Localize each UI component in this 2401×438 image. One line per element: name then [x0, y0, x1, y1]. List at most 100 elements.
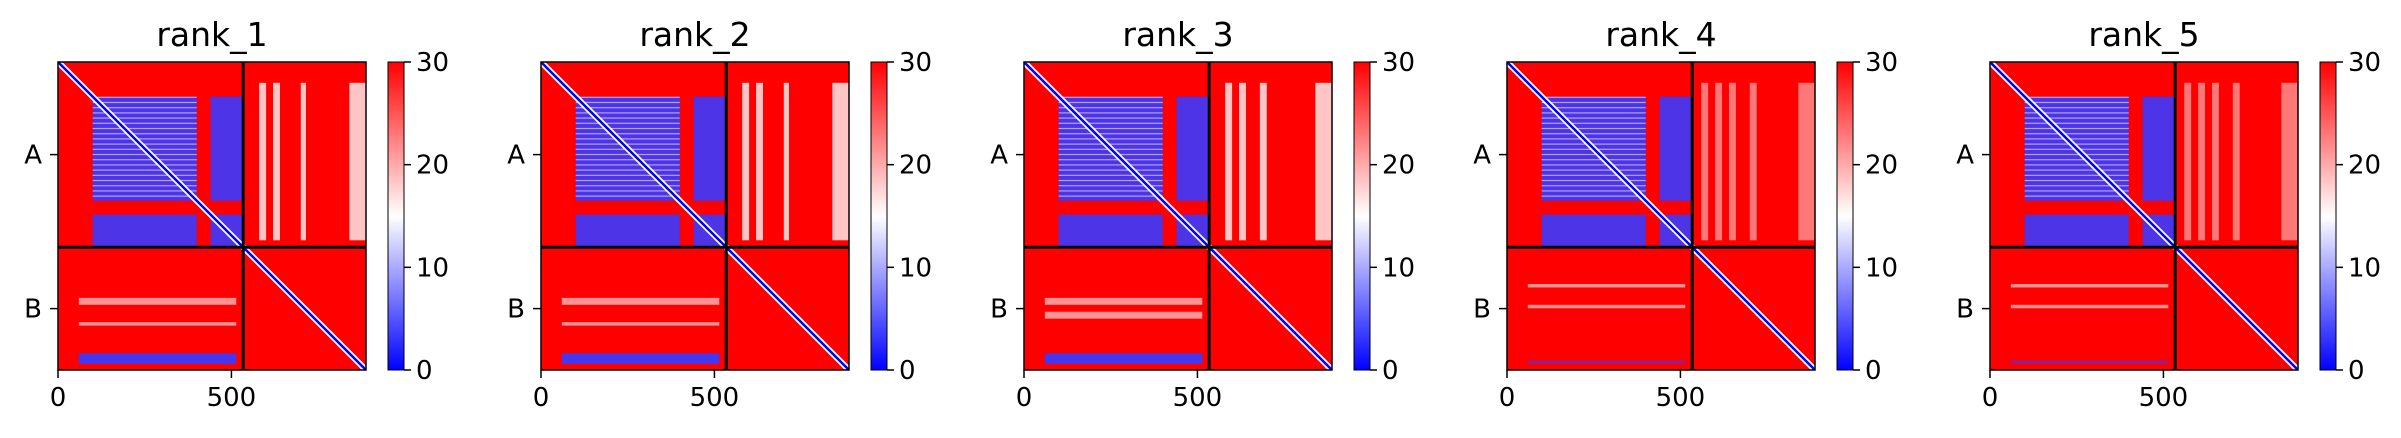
aa-texture [1541, 164, 1646, 166]
ab-stripe [783, 82, 789, 241]
x-tick-label: 0 [1016, 383, 1033, 413]
aa-texture [2024, 159, 2129, 161]
aa-texture [2024, 127, 2129, 130]
ba-band [1044, 353, 1203, 364]
aa-texture [575, 143, 680, 145]
aa-texture [92, 185, 197, 187]
panel-title: rank_3 [1122, 15, 1233, 54]
ab-stripe [1715, 82, 1723, 241]
heatmap [541, 62, 849, 370]
aa-texture [1058, 143, 1163, 145]
ba-band [1527, 304, 1686, 309]
heatmap [1990, 62, 2298, 370]
aa-texture [2024, 143, 2129, 145]
aa-texture [575, 190, 680, 192]
ba-band [1527, 360, 1686, 364]
aa-texture [2024, 179, 2129, 182]
aa-texture [2024, 117, 2129, 119]
aa-texture [1058, 190, 1163, 192]
ab-stripe [832, 82, 849, 241]
colorbar-tick-label: 10 [1382, 253, 1415, 283]
aa-texture [92, 153, 197, 156]
aa-texture [1541, 159, 1646, 161]
ab-stripe [1315, 82, 1332, 241]
aa-texture [575, 127, 680, 130]
colorbar-tick-label: 10 [2348, 253, 2381, 283]
ba-band [561, 322, 720, 326]
ba-band [1044, 311, 1203, 319]
aa-blue-block [1176, 96, 1210, 201]
ab-stripe [1798, 82, 1815, 241]
colorbar [1836, 61, 1854, 371]
heatmap [1024, 62, 1332, 370]
pae-panel-5: rank_5 0 500 A B 0 10 20 30 [1956, 15, 2381, 413]
aa-texture [92, 127, 197, 130]
ab-stripe [2232, 82, 2240, 241]
colorbar-tick-label: 30 [2348, 48, 2381, 78]
aa-blue-block [1058, 214, 1163, 248]
axes-frame [57, 61, 367, 371]
colorbar-tick-label: 30 [1865, 48, 1898, 78]
aa-texture [1058, 133, 1163, 135]
heatmap [1507, 62, 1815, 370]
aa-texture [1541, 174, 1646, 176]
aa-texture [92, 143, 197, 145]
aa-texture [1058, 169, 1163, 171]
panel-title: rank_5 [2088, 15, 2199, 54]
aa-texture [2024, 190, 2129, 192]
axes-frame [1023, 61, 1333, 371]
x-tick-label: 0 [1982, 383, 1999, 413]
y-tick-label: A [990, 141, 1008, 171]
colorbar-tick-label: 10 [1865, 253, 1898, 283]
aa-texture [2024, 138, 2129, 140]
ab-stripe [2211, 82, 2219, 241]
aa-blue-block [575, 214, 680, 248]
aa-blue-block [92, 214, 197, 248]
aa-texture [2024, 107, 2129, 109]
aa-texture [1541, 101, 1646, 104]
aa-texture [2024, 133, 2129, 135]
ab-stripe [349, 82, 366, 241]
aa-texture [2024, 174, 2129, 176]
ba-band [561, 353, 720, 364]
ba-band [2010, 304, 2169, 309]
aa-texture [1541, 122, 1646, 124]
aa-texture [1058, 153, 1163, 156]
aa-texture [1541, 138, 1646, 140]
aa-texture [1541, 195, 1646, 197]
aa-texture [1058, 138, 1163, 140]
aa-texture [1058, 107, 1163, 109]
aa-texture [92, 190, 197, 192]
ab-stripe [300, 82, 306, 241]
ab-stripe [2281, 82, 2298, 241]
aa-texture [1058, 112, 1163, 114]
aa-texture [92, 138, 197, 140]
aa-blue-block [1541, 214, 1646, 248]
aa-texture [2024, 185, 2129, 187]
x-tick-label: 0 [50, 383, 67, 413]
aa-texture [1058, 164, 1163, 166]
aa-texture [92, 122, 197, 124]
aa-texture [575, 101, 680, 104]
aa-texture [1541, 179, 1646, 182]
y-tick-label: A [1956, 141, 1974, 171]
heatmap [58, 62, 366, 370]
aa-texture [1541, 185, 1646, 187]
axes-frame [1506, 61, 1816, 371]
ab-stripe [742, 82, 750, 241]
colorbar-tick-label: 10 [416, 253, 449, 283]
ab-stripe [2198, 82, 2206, 241]
ab-stripe [1239, 82, 1246, 241]
colorbar [387, 61, 405, 371]
aa-texture [92, 107, 197, 109]
colorbar-tick-label: 20 [1865, 151, 1898, 181]
aa-blue-block [1659, 96, 1693, 201]
aa-texture [92, 112, 197, 114]
colorbar [1353, 61, 1371, 371]
aa-texture [92, 169, 197, 171]
ab-stripe [756, 82, 763, 241]
pae-panel-4: rank_4 0 500 A B 0 10 20 30 [1473, 15, 1898, 413]
aa-blue-block [693, 96, 727, 201]
ba-band [2010, 283, 2169, 288]
aa-texture [92, 174, 197, 176]
